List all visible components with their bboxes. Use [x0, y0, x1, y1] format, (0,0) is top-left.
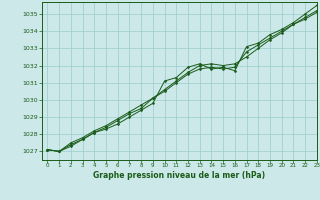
X-axis label: Graphe pression niveau de la mer (hPa): Graphe pression niveau de la mer (hPa)	[93, 171, 265, 180]
